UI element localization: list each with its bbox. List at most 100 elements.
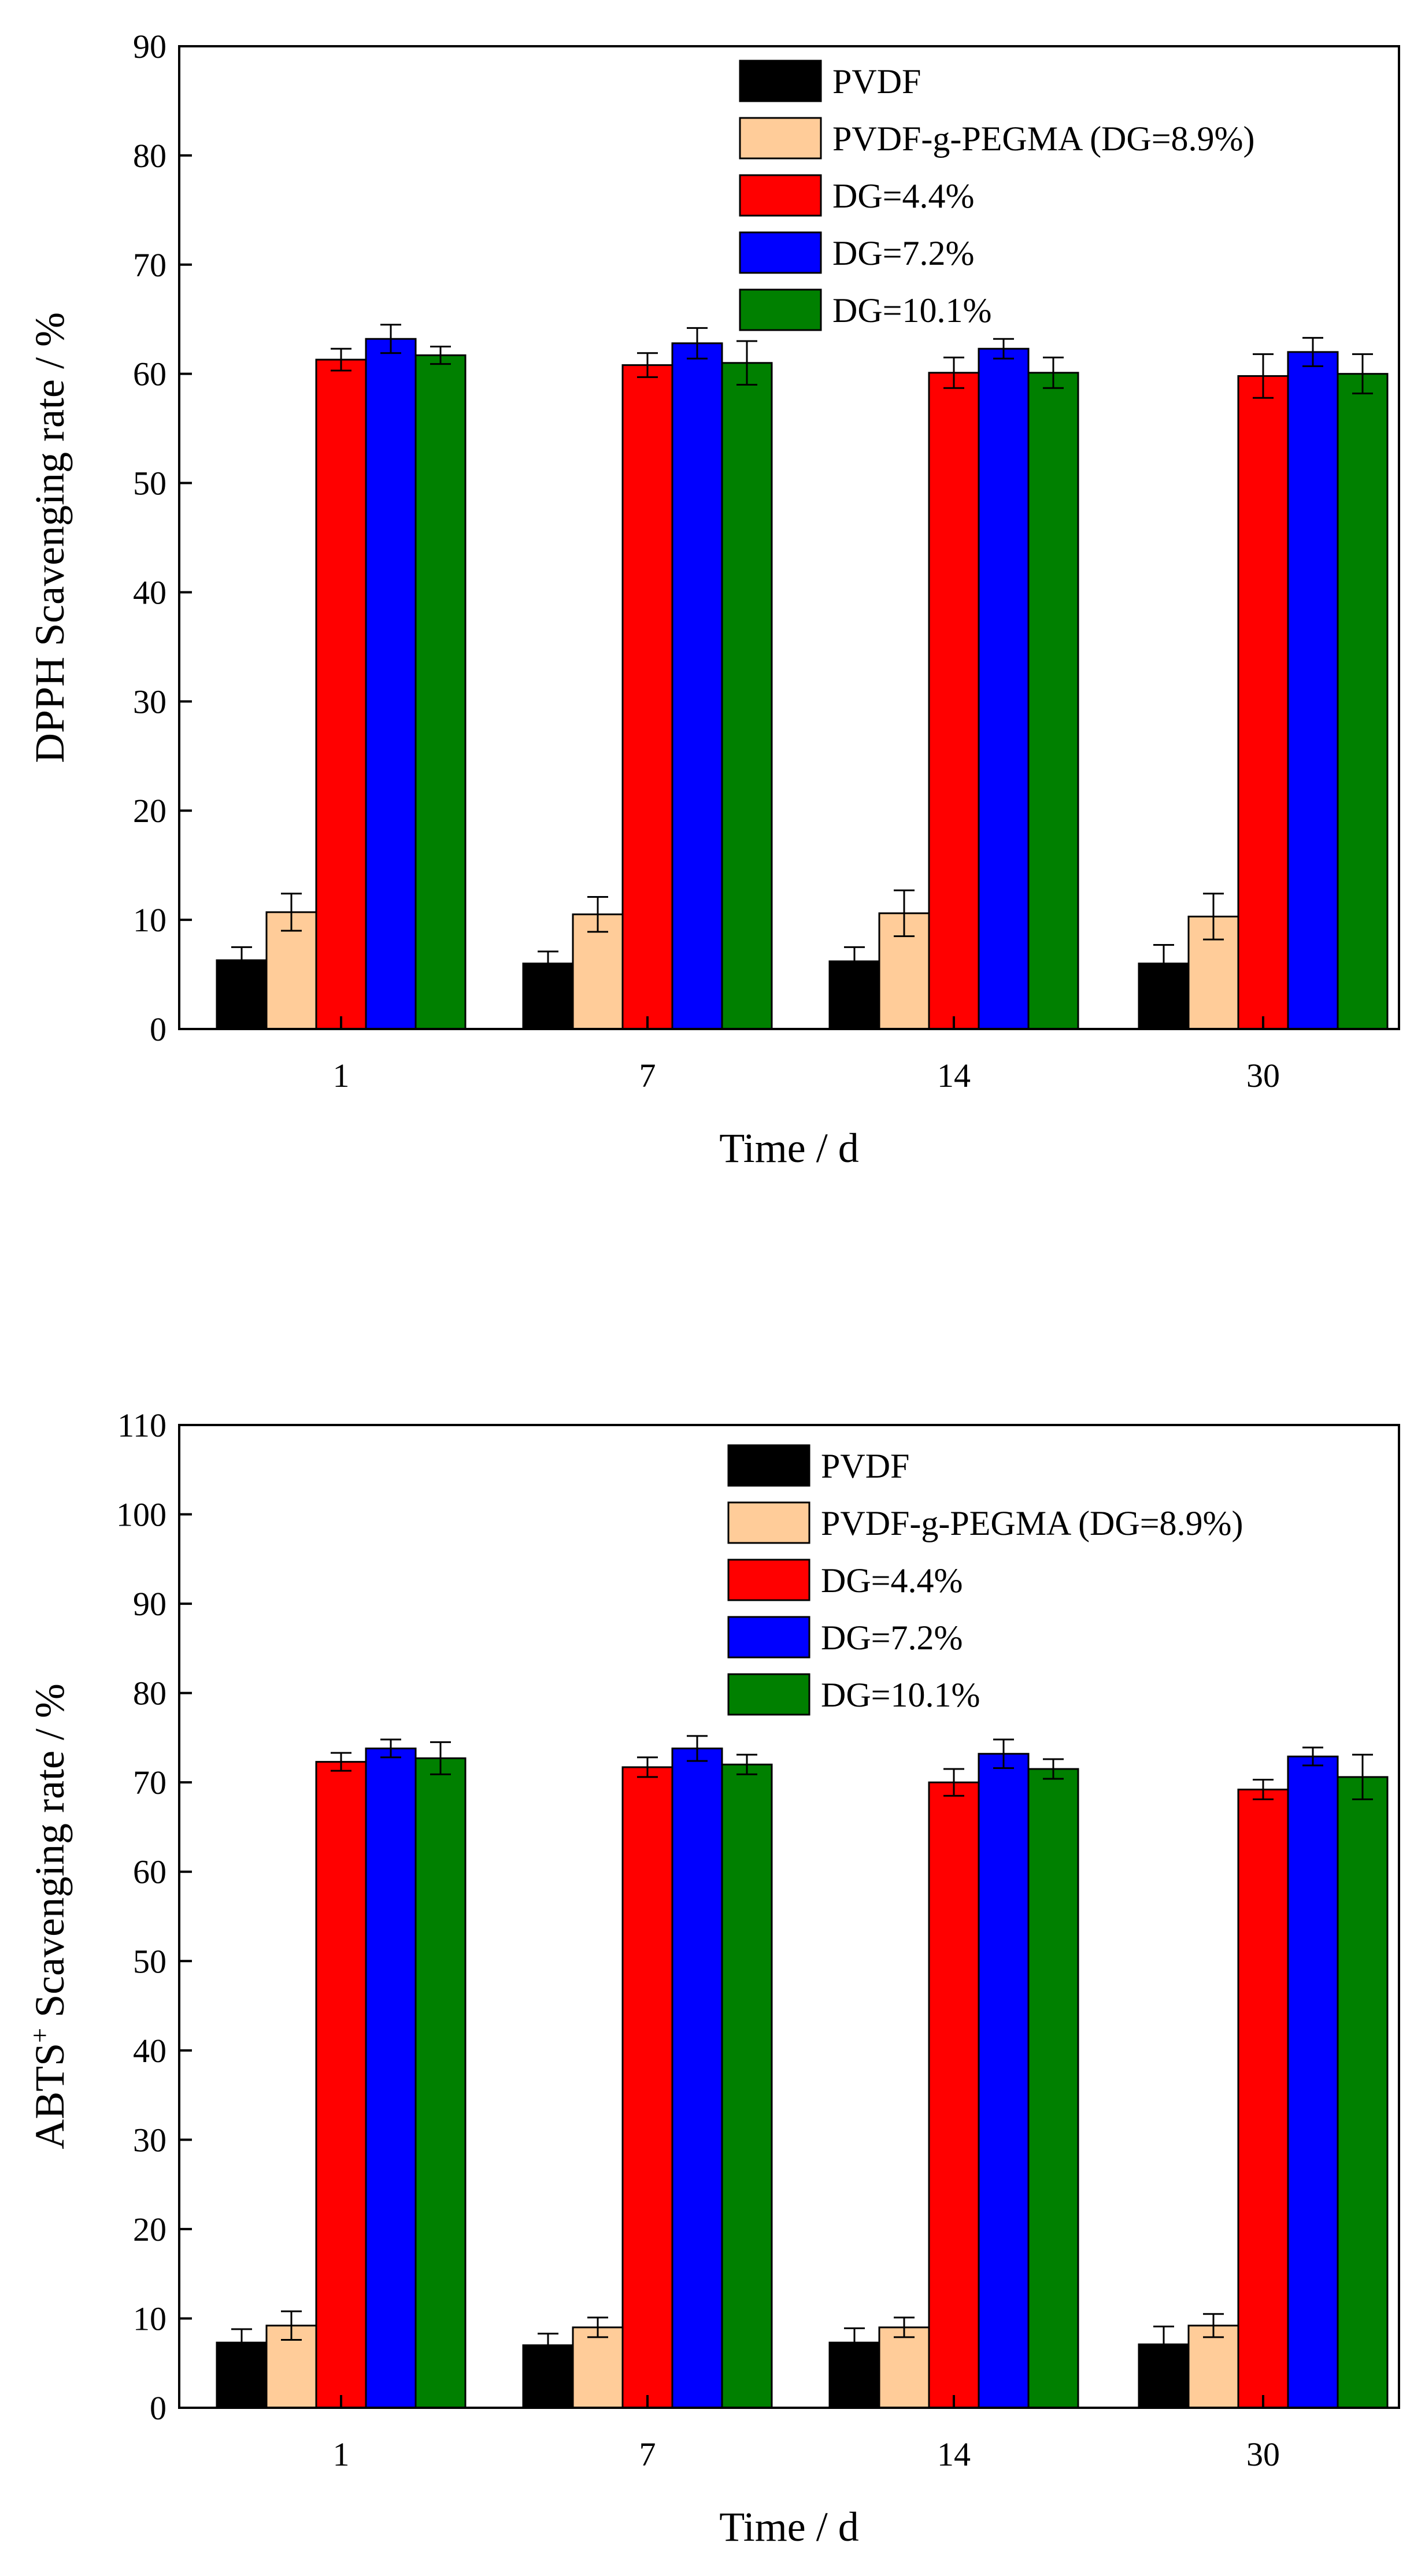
legend-label: DG=7.2% xyxy=(821,1619,963,1657)
error-bar xyxy=(587,895,608,933)
bar xyxy=(1287,351,1339,1030)
bar xyxy=(365,1747,417,2409)
legend-label: DG=10.1% xyxy=(821,1676,980,1714)
legend-swatch xyxy=(739,231,822,274)
error-bar xyxy=(538,2333,558,2358)
error-bar xyxy=(1253,353,1274,399)
bar xyxy=(621,1766,673,2409)
y-tick-label: 90 xyxy=(133,1585,166,1623)
legend-label: PVDF xyxy=(832,62,921,101)
error-bar xyxy=(894,2316,915,2338)
error-bar xyxy=(1043,1758,1064,1780)
x-tick-label: 30 xyxy=(1246,1057,1280,1094)
y-tick-label: 60 xyxy=(133,356,166,393)
bar xyxy=(978,347,1030,1030)
dpph-chart: 0 10 20 30 40 50 60 70 80 90 1 7 14 30 Time / d DPPH Sc… xyxy=(27,28,1400,1171)
x-tick-label: 1 xyxy=(333,2436,350,2473)
x-tick-label: 14 xyxy=(937,1057,971,1094)
error-bar xyxy=(430,345,451,365)
y-tick-label: 20 xyxy=(133,792,166,830)
error-bar xyxy=(637,352,658,378)
bar xyxy=(365,338,417,1030)
bar xyxy=(315,358,367,1030)
y-tick-label: 100 xyxy=(116,1496,166,1534)
x-axis-title: Time / d xyxy=(719,1125,858,1171)
y-tick-label: 70 xyxy=(133,246,166,284)
legend-swatch xyxy=(727,1673,810,1716)
error-bar xyxy=(1043,356,1064,389)
legend-label: DG=4.4% xyxy=(821,1561,963,1600)
y-tick-label: 50 xyxy=(133,465,166,502)
error-bar xyxy=(736,1753,757,1775)
legend-swatch xyxy=(727,1444,810,1487)
plot-frame xyxy=(178,1424,1400,2409)
bar xyxy=(621,364,673,1030)
legend-label: DG=7.2% xyxy=(832,234,974,272)
error-bar xyxy=(687,1735,708,1762)
error-bar xyxy=(1203,893,1224,941)
bar xyxy=(878,2326,930,2409)
bar xyxy=(978,1753,1030,2409)
bar xyxy=(1027,372,1079,1030)
y-tick-label: 40 xyxy=(133,573,166,611)
y-tick-label: 20 xyxy=(133,2211,166,2248)
legend-swatch xyxy=(739,60,822,102)
error-bar xyxy=(281,893,302,932)
y-tick-label: 90 xyxy=(133,28,166,65)
x-axis-title: Time / d xyxy=(719,2504,858,2550)
bar xyxy=(671,342,723,1030)
legend: PVDF PVDF-g-PEGMA (DG=8.9%) DG=4.4% DG=7.2%… xyxy=(727,1444,1243,1716)
legend-label: PVDF-g-PEGMA (DG=8.9%) xyxy=(832,120,1255,158)
plot-frame xyxy=(178,45,1400,1030)
y-axis-title: ABTS+ Scavenging rate / % xyxy=(25,1683,73,2149)
bar xyxy=(1287,1755,1339,2409)
bar xyxy=(721,362,773,1030)
x-tick-label: 30 xyxy=(1246,2436,1280,2473)
legend-label: PVDF xyxy=(821,1447,909,1485)
legend-swatch xyxy=(727,1559,810,1601)
error-bar xyxy=(538,950,558,976)
error-bar xyxy=(587,2316,608,2338)
x-tick-label: 7 xyxy=(639,2436,656,2473)
legend-swatch xyxy=(727,1616,810,1659)
y-tick-label: 10 xyxy=(133,2300,166,2337)
error-bar xyxy=(844,946,865,976)
bar xyxy=(671,1747,723,2409)
bar xyxy=(1237,1789,1289,2409)
error-bar xyxy=(894,889,915,937)
legend-label: DG=4.4% xyxy=(832,177,974,215)
y-tick-label: 0 xyxy=(150,1011,166,1048)
error-bar xyxy=(844,2327,865,2358)
legend: PVDF PVDF-g-PEGMA (DG=8.9%) DG=4.4% DG=7.2%… xyxy=(739,60,1255,331)
y-tick-label: 60 xyxy=(133,1853,166,1891)
error-bar xyxy=(687,327,708,360)
error-bar xyxy=(1203,2313,1224,2338)
x-tick-label: 1 xyxy=(333,1057,350,1094)
legend-label: DG=10.1% xyxy=(832,291,991,330)
bar xyxy=(1237,375,1289,1030)
error-bar xyxy=(1153,2325,1174,2363)
y-tick-label: 30 xyxy=(133,2121,166,2159)
y-tick-label: 40 xyxy=(133,2032,166,2070)
legend-label: PVDF-g-PEGMA (DG=8.9%) xyxy=(821,1504,1243,1542)
y-tick-label: 10 xyxy=(133,901,166,939)
error-bar xyxy=(1153,944,1174,983)
x-tick-label: 14 xyxy=(937,2436,971,2473)
y-axis-title: DPPH Scavenging rate / % xyxy=(27,312,73,763)
y-tick-label: 110 xyxy=(117,1407,166,1444)
error-bar xyxy=(430,1741,451,1775)
bar xyxy=(414,354,467,1030)
bar xyxy=(928,372,980,1030)
y-tick-label: 70 xyxy=(133,1764,166,1801)
error-bar xyxy=(1253,1779,1274,1801)
error-bar xyxy=(231,946,252,975)
error-bar xyxy=(380,1738,401,1759)
legend-swatch xyxy=(739,174,822,217)
bar xyxy=(315,1761,367,2409)
bar xyxy=(1027,1768,1079,2409)
bar xyxy=(1337,373,1389,1030)
error-bar xyxy=(1352,353,1373,395)
bar xyxy=(1337,1776,1389,2409)
y-tick-label: 80 xyxy=(133,1675,166,1712)
